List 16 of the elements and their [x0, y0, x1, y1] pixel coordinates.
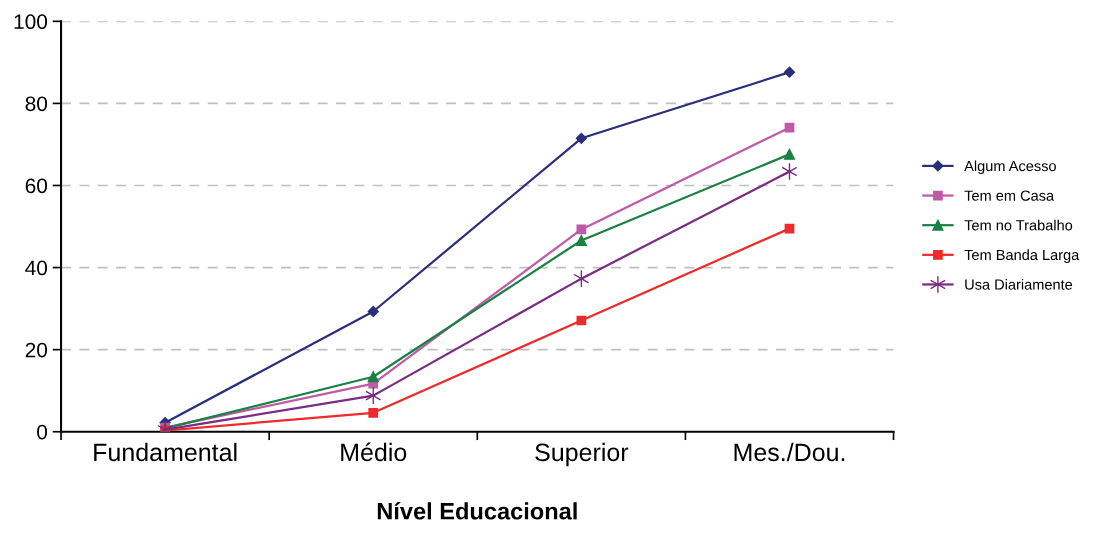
legend-label: Tem Banda Larga — [964, 249, 1080, 263]
legend-label: Algum Acesso — [964, 160, 1056, 175]
x-tick-label: Médio — [341, 442, 407, 462]
legend-label: Tem em Casa — [964, 190, 1055, 201]
x-tick-label: Fundamental — [94, 442, 237, 462]
legend-label: Usa Diariamente — [965, 279, 1073, 290]
x-tick-label: Superior — [535, 442, 629, 467]
y-tick-label: 0 — [37, 424, 48, 440]
x-tick-label: Mes./Dou. — [734, 442, 845, 462]
y-tick-label: 80 — [25, 96, 48, 112]
y-tick-label: 20 — [25, 342, 48, 358]
y-tick-label: 40 — [25, 260, 48, 276]
legend-label: Tem no Trabalho — [964, 219, 1073, 231]
y-tick-label: 100 — [14, 14, 48, 30]
y-tick-label: 60 — [25, 178, 48, 194]
x-axis-title: Nível Educacional — [377, 502, 577, 520]
